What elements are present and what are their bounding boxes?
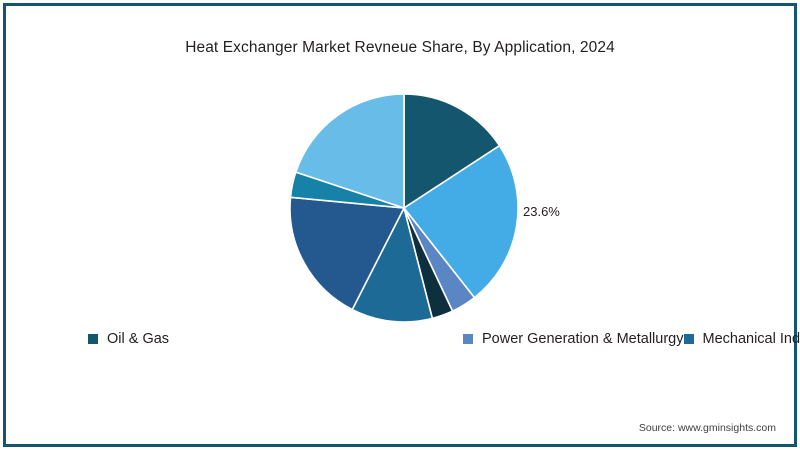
- pie-slice[interactable]: [289, 196, 406, 311]
- pie-slice[interactable]: [403, 93, 501, 210]
- legend-swatch-icon: [683, 333, 694, 344]
- pie-slice[interactable]: [294, 93, 405, 210]
- legend-item[interactable]: Power Generation & Metallurgy: [463, 330, 684, 347]
- page-title: Heat Exchanger Market Revneue Share, By …: [185, 39, 615, 56]
- pie-chart-area: 23.6%: [6, 6, 800, 450]
- legend-swatch-icon: [88, 333, 98, 344]
- pie-slice[interactable]: [402, 144, 519, 299]
- legend-item-label: Mechanical Industry: [702, 330, 800, 347]
- legend-swatch-icon: [463, 333, 473, 344]
- pie-slice[interactable]: [289, 171, 405, 209]
- pie-slice-group: [289, 93, 519, 323]
- pie-data-label-chemical: 23.6%: [523, 204, 560, 219]
- legend-item[interactable]: Mechanical Industry: [683, 330, 800, 347]
- pie-slice[interactable]: [403, 207, 454, 320]
- pie-slice[interactable]: [403, 207, 476, 313]
- chart-figure-frame: Heat Exchanger Market Revneue Share, By …: [3, 3, 800, 450]
- legend-item-label: Oil & Gas: [107, 330, 170, 347]
- source-note: Source: www.gminsights.com: [638, 422, 776, 434]
- legend-item-label: Power Generation & Metallurgy: [482, 330, 684, 347]
- pie-chart-svg: [289, 93, 519, 323]
- legend-item[interactable]: Oil & Gas: [88, 330, 463, 347]
- pie-slice[interactable]: [351, 205, 434, 323]
- chart-legend: Oil & Gas Power Generation & Metallurgy Me…: [88, 326, 800, 352]
